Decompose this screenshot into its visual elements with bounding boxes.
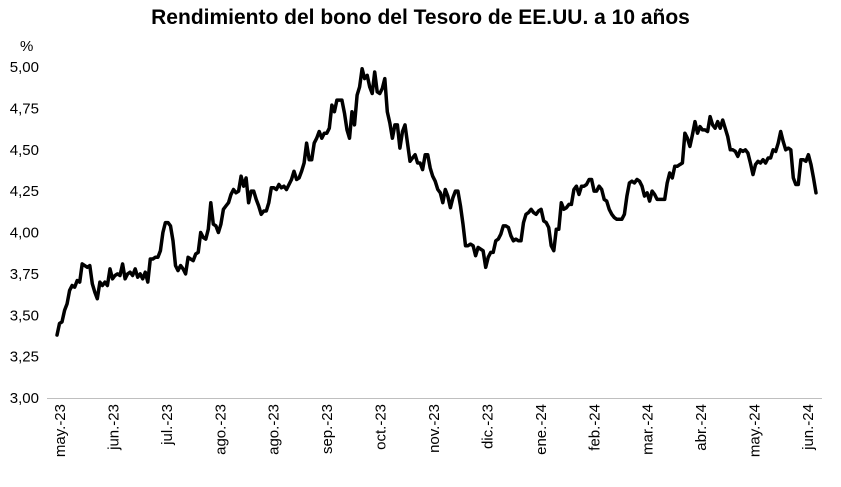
x-tick-label: may.-24: [747, 404, 764, 457]
series-line: [55, 66, 818, 337]
y-tick-label: 3,25: [10, 349, 39, 366]
y-tick-label: 3,75: [10, 266, 39, 283]
y-axis-unit: %: [20, 38, 33, 55]
x-tick-label: ene.-24: [533, 404, 550, 455]
x-tick-label: may.-23: [52, 404, 69, 457]
y-tick-label: 4,75: [10, 100, 39, 117]
series-group: [55, 66, 818, 337]
x-tick-label: jun.-23: [105, 404, 122, 451]
y-tick-label: 3,00: [10, 390, 39, 407]
x-tick-label: sep.-23: [319, 404, 336, 454]
y-tick-label: 3,50: [10, 307, 39, 324]
chart-title: Rendimiento del bono del Tesoro de EE.UU…: [151, 6, 690, 29]
x-tick-label: ago.-23: [266, 404, 283, 455]
y-tick-label: 4,50: [10, 142, 39, 159]
x-tick-label: feb.-24: [586, 404, 603, 451]
y-axis: % 3,00 3,25 3,50 3,75 4,00 4,25 4,50 4,75 5,00: [10, 38, 39, 407]
x-tick-label: oct.-23: [373, 404, 390, 450]
x-tick-label: mar.-24: [640, 404, 657, 455]
x-tick-label: jul.-23: [159, 404, 176, 446]
y-tick-label: 5,00: [10, 59, 39, 76]
x-tick-label: nov.-23: [426, 404, 443, 453]
x-axis: may.-23 jun.-23 jul.-23 ago.-23 ago.-23 sep.-…: [47, 398, 822, 457]
x-tick-label: dic.-23: [479, 404, 496, 449]
x-tick-label: abr.-24: [693, 404, 710, 451]
y-tick-label: 4,00: [10, 225, 39, 242]
x-tick-label: ago.-23: [212, 404, 229, 455]
x-tick-label: jun.-24: [800, 404, 817, 451]
y-tick-label: 4,25: [10, 183, 39, 200]
